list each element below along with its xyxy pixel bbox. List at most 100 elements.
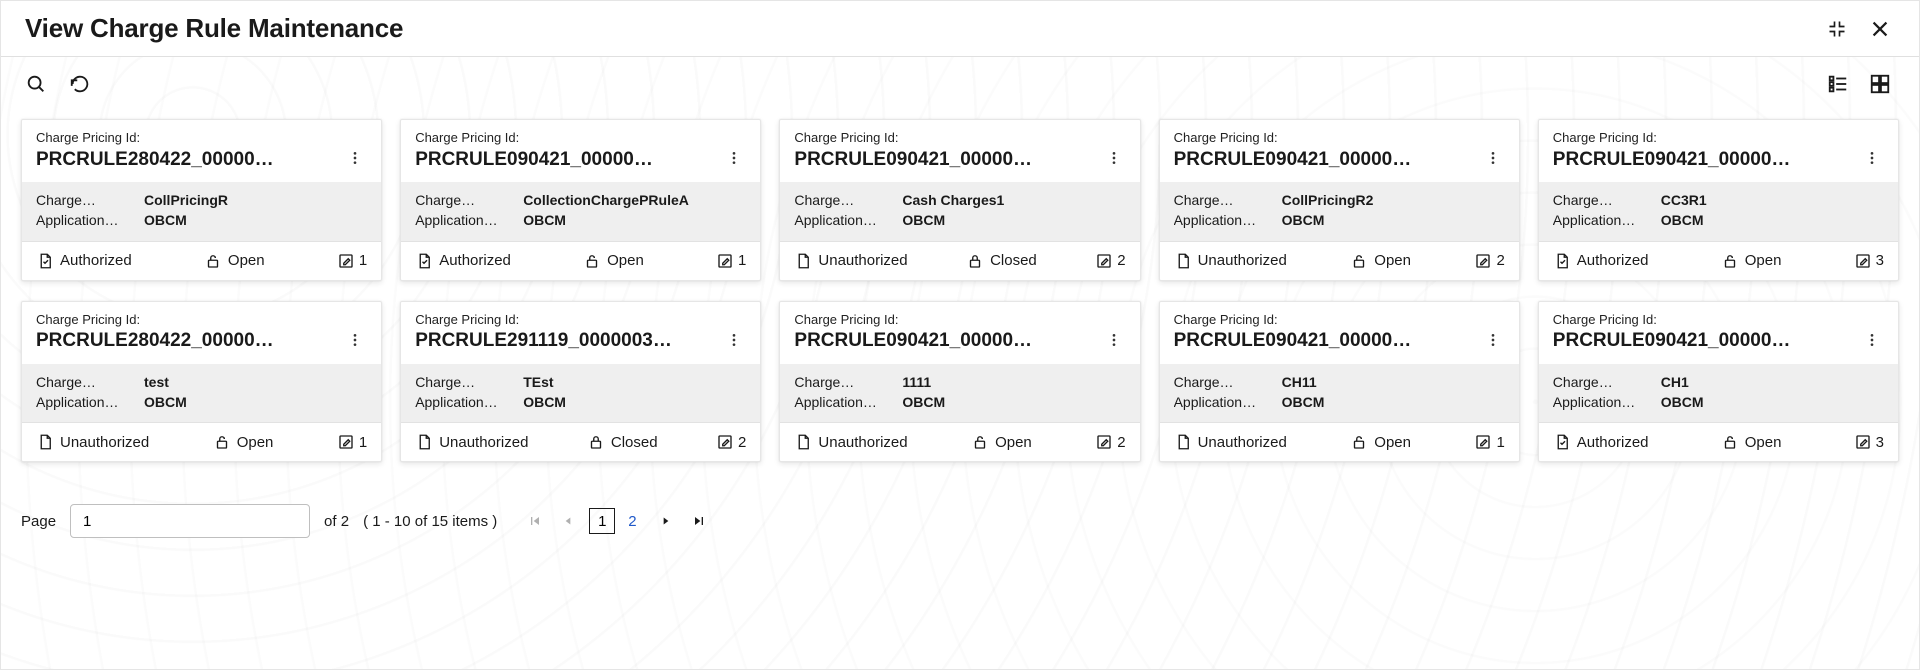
edit-count-value: 2: [1496, 252, 1504, 269]
kebab-icon[interactable]: [343, 147, 367, 172]
charge-pricing-id-label: Charge Pricing Id:: [794, 312, 1125, 327]
card-head: Charge Pricing Id: PRCRULE280422_00000…: [22, 120, 381, 182]
edit-count[interactable]: 3: [1854, 433, 1884, 451]
edit-count[interactable]: 1: [716, 252, 746, 270]
application-value: OBCM: [523, 210, 746, 230]
auth-status-text: Unauthorized: [818, 252, 907, 269]
edit-count[interactable]: 1: [337, 252, 367, 270]
card-body: Charge…testApplication…OBCM: [22, 364, 381, 423]
edit-count-value: 2: [738, 434, 746, 451]
charge-pricing-id-label: Charge Pricing Id:: [36, 130, 367, 145]
page-title: View Charge Rule Maintenance: [25, 13, 403, 44]
edit-count[interactable]: 2: [1095, 252, 1125, 270]
edit-count[interactable]: 1: [337, 433, 367, 451]
header-actions: [1823, 14, 1895, 44]
charge-pricing-id: PRCRULE090421_00000…: [1174, 330, 1412, 352]
card-body: Charge…TEstApplication…OBCM: [401, 364, 760, 423]
edit-count[interactable]: 2: [1095, 433, 1125, 451]
kebab-icon[interactable]: [1481, 329, 1505, 354]
of-label: of: [324, 513, 337, 530]
page-number[interactable]: 2: [619, 508, 645, 534]
open-status-text: Open: [1745, 434, 1782, 451]
application-value: OBCM: [1661, 210, 1884, 230]
kebab-icon[interactable]: [1481, 147, 1505, 172]
charge-label: Charge…: [415, 190, 515, 210]
kebab-icon[interactable]: [1860, 329, 1884, 354]
edit-count-value: 1: [1496, 434, 1504, 451]
page-controls: 1 2: [523, 508, 711, 534]
edit-count[interactable]: 3: [1854, 252, 1884, 270]
list-view-icon[interactable]: [1823, 69, 1853, 99]
application-label: Application…: [36, 392, 136, 412]
card-head: Charge Pricing Id:PRCRULE090421_00000…: [1160, 120, 1519, 182]
auth-status-text: Authorized: [1577, 252, 1649, 269]
card-head: Charge Pricing Id: PRCRULE090421_00000…: [780, 302, 1139, 364]
page-number[interactable]: 1: [589, 508, 615, 534]
card-body: Charge…CollectionChargePRuleAApplication…: [401, 182, 760, 241]
toolbar-left: [21, 69, 95, 99]
open-status-text: Open: [607, 252, 644, 269]
kebab-icon[interactable]: [722, 147, 746, 172]
edit-count[interactable]: 2: [716, 433, 746, 451]
auth-status-text: Unauthorized: [60, 434, 149, 451]
search-icon[interactable]: [21, 69, 51, 99]
card-foot: Authorized Open 3: [1539, 241, 1898, 280]
charge-label: Charge…: [1174, 372, 1274, 392]
first-page-icon[interactable]: [523, 511, 547, 531]
card-head: Charge Pricing Id:PRCRULE090421_00000…: [1539, 120, 1898, 182]
auth-status: Unauthorized: [794, 252, 907, 270]
collapse-icon[interactable]: [1823, 15, 1851, 43]
edit-count[interactable]: 2: [1474, 252, 1504, 270]
card-body: Charge…Cash Charges1Application…OBCM: [780, 182, 1139, 241]
kebab-icon[interactable]: [1102, 147, 1126, 172]
charge-value: CC3R1: [1661, 190, 1884, 210]
open-status-text: Open: [1745, 252, 1782, 269]
charge-pricing-id: PRCRULE280422_00000…: [36, 149, 274, 171]
application-value: OBCM: [144, 392, 367, 412]
open-status: Open: [204, 252, 265, 270]
card-foot: Unauthorized Open 2: [780, 422, 1139, 461]
auth-status: Unauthorized: [794, 433, 907, 451]
auth-status: Unauthorized: [36, 433, 149, 451]
card: Charge Pricing Id:PRCRULE090421_00000… C…: [779, 119, 1140, 281]
charge-value: CollPricingR2: [1282, 190, 1505, 210]
kebab-icon[interactable]: [722, 329, 746, 354]
total-pages: 2: [341, 513, 349, 530]
auth-status: Unauthorized: [1174, 252, 1287, 270]
charge-pricing-id-label: Charge Pricing Id:: [415, 312, 746, 327]
card-head: Charge Pricing Id:PRCRULE090421_00000…: [401, 120, 760, 182]
prev-page-icon[interactable]: [557, 512, 579, 530]
card-head: Charge Pricing Id:PRCRULE090421_00000…: [780, 120, 1139, 182]
last-page-icon[interactable]: [687, 511, 711, 531]
kebab-icon[interactable]: [343, 329, 367, 354]
page-input[interactable]: [70, 504, 310, 538]
card: Charge Pricing Id:PRCRULE090421_00000… C…: [400, 119, 761, 281]
application-label: Application…: [36, 210, 136, 230]
open-status: Open: [583, 252, 644, 270]
application-label: Application…: [1174, 210, 1274, 230]
charge-label: Charge…: [1553, 372, 1653, 392]
edit-count[interactable]: 1: [1474, 433, 1504, 451]
application-value: OBCM: [523, 392, 746, 412]
open-status-text: Open: [1374, 252, 1411, 269]
refresh-icon[interactable]: [65, 69, 95, 99]
card-head: Charge Pricing Id:PRCRULE291119_0000003…: [401, 302, 760, 364]
toolbar-right: [1823, 69, 1895, 99]
next-page-icon[interactable]: [655, 512, 677, 530]
charge-label: Charge…: [415, 372, 515, 392]
charge-label: Charge…: [794, 190, 894, 210]
application-label: Application…: [794, 210, 894, 230]
open-status-text: Closed: [990, 252, 1037, 269]
card: Charge Pricing Id: PRCRULE090421_00000… C…: [779, 301, 1140, 463]
close-icon[interactable]: [1865, 14, 1895, 44]
charge-pricing-id: PRCRULE090421_00000…: [794, 330, 1032, 352]
auth-status: Unauthorized: [1174, 433, 1287, 451]
kebab-icon[interactable]: [1102, 329, 1126, 354]
open-status-text: Open: [1374, 434, 1411, 451]
range-text: ( 1 - 10 of 15 items ): [363, 513, 497, 530]
card: Charge Pricing Id:PRCRULE280422_00000… C…: [21, 301, 382, 463]
grid-view-icon[interactable]: [1865, 69, 1895, 99]
open-status-text: Closed: [611, 434, 658, 451]
toolbar: [1, 57, 1919, 107]
kebab-icon[interactable]: [1860, 147, 1884, 172]
